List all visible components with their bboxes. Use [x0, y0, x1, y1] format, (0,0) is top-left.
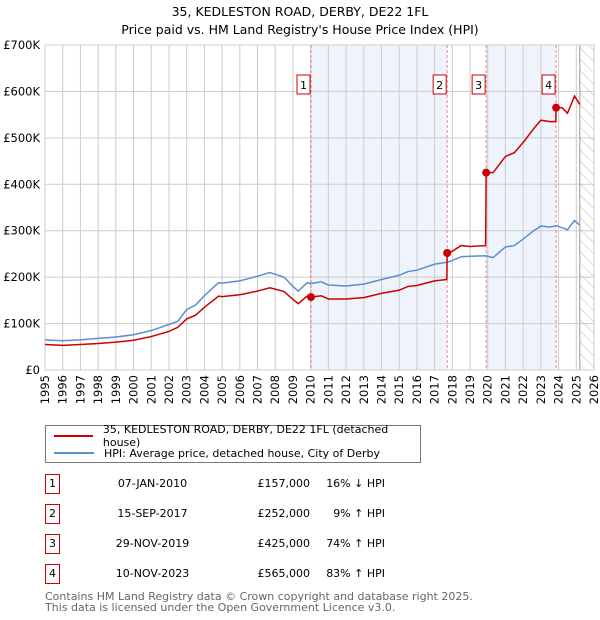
- x-tick-label: 1996: [56, 375, 70, 404]
- x-tick-label: 2019: [463, 375, 477, 404]
- x-tick-label: 2008: [268, 375, 282, 404]
- sale-point: [482, 168, 491, 177]
- x-tick-label: 1998: [91, 375, 105, 404]
- transaction-price: £157,000: [257, 477, 311, 490]
- x-tick-label: 2017: [428, 375, 442, 404]
- x-tick-label: 2018: [445, 375, 459, 404]
- x-tick-label: 2010: [304, 375, 318, 404]
- footer-licence: This data is licensed under the Open Gov…: [45, 601, 396, 614]
- sale-point: [306, 293, 315, 302]
- sale-label: 4: [545, 79, 552, 92]
- sale-label-box: [296, 74, 311, 95]
- legend-item-property: 35, KEDLESTON ROAD, DERBY, DE22 1FL (det…: [54, 423, 420, 449]
- legend-item-hpi: HPI: Average price, detached house, City…: [54, 445, 380, 461]
- transaction-hpi: 9% ↑ HPI: [333, 507, 385, 520]
- x-tick-label: 1999: [109, 375, 123, 404]
- chart-subtitle: Price paid vs. HM Land Registry's House …: [121, 22, 479, 37]
- sale-label-box: [541, 74, 556, 95]
- transaction-row: 1 07-JAN-2010 £157,000 16% ↓ HPI: [45, 474, 445, 496]
- x-tick-label: 2006: [233, 375, 247, 404]
- transaction-price: £252,000: [257, 507, 311, 520]
- x-tick-label: 2026: [587, 375, 600, 404]
- legend: 35, KEDLESTON ROAD, DERBY, DE22 1FL (det…: [45, 423, 421, 463]
- y-tick-label: £700K: [3, 38, 40, 52]
- x-tick-label: 2007: [251, 375, 265, 404]
- transaction-hpi: 16% ↓ HPI: [326, 477, 385, 490]
- transaction-number: 2: [45, 504, 60, 524]
- transaction-number: 3: [45, 534, 60, 554]
- x-tick-label: 2024: [552, 375, 566, 404]
- x-tick-label: 2021: [498, 375, 512, 404]
- x-tick-label: 1995: [38, 375, 52, 404]
- series-line: [44, 94, 581, 347]
- transaction-price: £425,000: [257, 537, 311, 550]
- x-tick-label: 2009: [286, 375, 300, 404]
- y-tick-label: £500K: [3, 131, 40, 145]
- x-tick-label: 2011: [321, 375, 335, 404]
- transaction-hpi: 83% ↑ HPI: [326, 567, 385, 580]
- legend-line-blue: [54, 452, 94, 454]
- transaction-date: 15-SEP-2017: [117, 507, 188, 520]
- transaction-number: 1: [45, 474, 60, 494]
- x-tick-label: 2003: [180, 375, 194, 404]
- plot-frame: [44, 44, 595, 371]
- y-tick-label: £100K: [3, 317, 40, 331]
- sale-label-box: [471, 74, 486, 95]
- chart-title: 35, KEDLESTON ROAD, DERBY, DE22 1FL: [171, 4, 429, 19]
- x-tick-label: 2002: [162, 375, 176, 404]
- y-tick-label: £200K: [3, 270, 40, 284]
- y-tick-label: £600K: [3, 84, 40, 98]
- transaction-date: 07-JAN-2010: [117, 477, 188, 490]
- footer-copyright: Contains HM Land Registry data © Crown c…: [45, 590, 473, 603]
- y-tick-label: £300K: [3, 224, 40, 238]
- x-tick-label: 2023: [534, 375, 548, 404]
- sale-point: [443, 249, 452, 257]
- forecast-hatch: [579, 45, 594, 370]
- sale-label-box: [432, 74, 447, 95]
- sale-label: 2: [436, 79, 443, 92]
- x-tick-label: 2014: [374, 375, 388, 404]
- shaded-range: [486, 45, 557, 370]
- shaded-range: [310, 45, 448, 370]
- x-tick-label: 2005: [215, 375, 229, 404]
- legend-line-red: [54, 435, 93, 437]
- y-tick-label: £0: [25, 363, 40, 377]
- transaction-row: 3 29-NOV-2019 £425,000 74% ↑ HPI: [45, 534, 445, 556]
- price-chart: 1995 1996 1997 1998 1999 2000 2001 2002 2003 2004…: [3, 38, 600, 404]
- transaction-price: £565,000: [257, 567, 311, 580]
- transaction-number: 4: [45, 564, 60, 584]
- legend-label: 35, KEDLESTON ROAD, DERBY, DE22 1FL (det…: [102, 423, 389, 449]
- transaction-date: 29-NOV-2019: [115, 537, 190, 550]
- sale-label: 1: [300, 79, 307, 92]
- x-tick-label: 2025: [569, 375, 583, 404]
- x-tick-label: 2012: [339, 375, 353, 404]
- sale-point: [552, 103, 561, 112]
- x-tick-label: 1997: [73, 375, 87, 404]
- x-tick-label: 2015: [392, 375, 406, 404]
- x-tick-label: 2022: [516, 375, 530, 404]
- x-tick-label: 2013: [357, 375, 371, 404]
- x-tick-label: 2016: [410, 375, 424, 404]
- x-tick-label: 2020: [481, 375, 495, 404]
- x-tick-label: 2004: [197, 375, 211, 404]
- transaction-hpi: 74% ↑ HPI: [326, 537, 385, 550]
- transaction-date: 10-NOV-2023: [115, 567, 190, 580]
- transaction-row: 2 15-SEP-2017 £252,000 9% ↑ HPI: [45, 504, 445, 526]
- series-line: [44, 219, 581, 342]
- x-tick-label: 2000: [127, 375, 141, 404]
- transaction-row: 4 10-NOV-2023 £565,000 83% ↑ HPI: [45, 564, 445, 586]
- y-tick-label: £400K: [3, 177, 40, 191]
- legend-label: HPI: Average price, detached house, City…: [104, 446, 381, 460]
- x-tick-label: 2001: [144, 375, 158, 404]
- sale-label: 3: [475, 79, 482, 92]
